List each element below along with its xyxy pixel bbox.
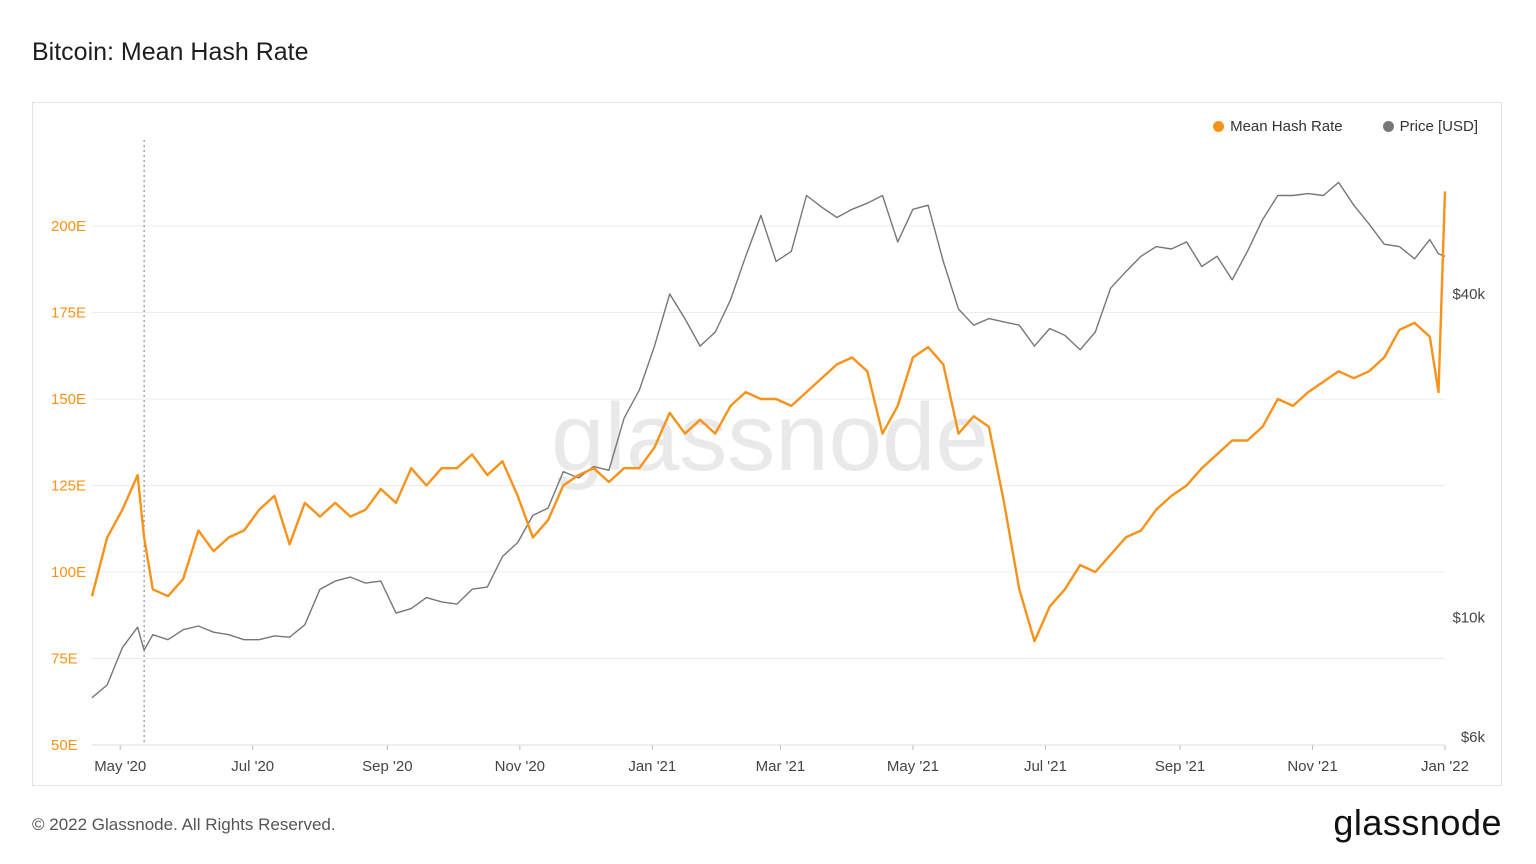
hash-rate-line [90,191,1447,643]
copyright-footer: © 2022 Glassnode. All Rights Reserved. [32,815,336,834]
hash-rate-series [90,191,1447,643]
glassnode-logo: glassnode [1333,802,1502,843]
y-left-tick-label: 200E [51,218,86,235]
y-right-tick-label: $10k [1452,610,1485,627]
legend-label: Mean Hash Rate [1230,118,1343,135]
x-tick-label: May '21 [887,758,939,775]
chart-panel [32,102,1502,786]
x-tick-label: Jul '20 [231,758,274,775]
x-tick-label: Sep '21 [1155,758,1205,775]
y-left-tick-label: 75E [51,651,78,668]
chart-title: Bitcoin: Mean Hash Rate [32,38,309,66]
price-dot-icon [1382,121,1394,132]
x-tick-label: Mar '21 [756,758,806,775]
price-line [91,181,1446,699]
hash-rate-dot-icon [1213,121,1225,132]
x-tick-label: Jul '21 [1024,758,1067,775]
x-tick-label: Nov '21 [1287,758,1337,775]
watermark: glassnode [551,384,989,491]
x-tick-label: Jan '22 [1421,758,1469,775]
legend-item-price[interactable]: Price [USD] [1382,118,1478,135]
x-axis-ticks: May '20 Jul '20 Sep '20 Nov '20 Jan '21 Mar '… [92,744,1469,775]
legend[interactable]: Mean Hash Rate Price [USD] [1213,118,1478,135]
x-tick-label: Jan '21 [628,758,676,775]
price-series [91,181,1446,699]
right-axis-ticks: $6k $10k $40k [1452,286,1485,746]
x-tick-label: Sep '20 [362,758,412,775]
legend-label: Price [USD] [1399,118,1478,135]
left-axis-ticks: 50E 75E 100E 125E 150E 175E 200E [51,218,86,754]
y-left-tick-label: 125E [51,478,86,495]
y-right-tick-label: $40k [1452,286,1485,303]
x-tick-label: Nov '20 [495,758,545,775]
x-tick-label: May '20 [94,758,146,775]
y-left-tick-label: 50E [51,737,78,754]
y-left-tick-label: 150E [51,391,86,408]
y-left-tick-label: 100E [51,564,86,581]
y-left-tick-label: 175E [51,305,86,322]
y-right-tick-label: $6k [1461,729,1486,746]
legend-item-hash-rate[interactable]: Mean Hash Rate [1213,118,1343,135]
